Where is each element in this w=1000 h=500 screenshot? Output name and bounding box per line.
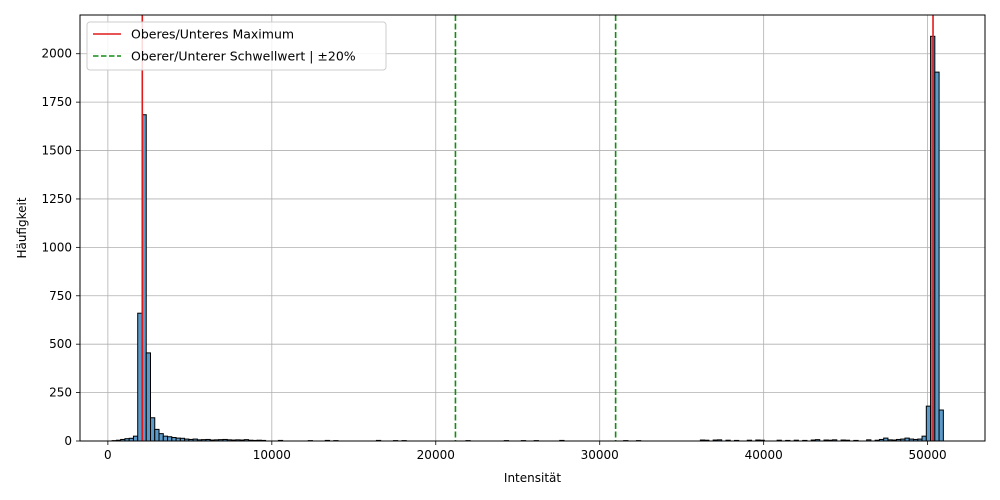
histogram-bar — [158, 433, 164, 442]
x-tick-label: 20000 — [417, 448, 455, 462]
x-tick-label: 0 — [104, 448, 112, 462]
legend-label-threshold: Oberer/Unterer Schwellwert | ±20% — [131, 49, 356, 64]
y-tick-label: 1250 — [41, 192, 72, 206]
y-axis-label: Häufigkeit — [15, 197, 29, 258]
x-tick-label: 30000 — [581, 448, 619, 462]
y-axis-ticks: 0 250 500 750 1000 1250 1500 1750 2000 — [41, 47, 80, 448]
histogram-bar — [149, 417, 156, 442]
histogram-bar — [154, 428, 160, 442]
plot-frame — [79, 14, 986, 442]
x-tick-label: 50000 — [909, 448, 947, 462]
grid-lines — [80, 15, 985, 442]
x-axis-label: Intensität — [504, 471, 561, 485]
plot-area — [80, 15, 985, 441]
histogram-bar — [132, 435, 139, 442]
y-tick-label: 1750 — [41, 95, 72, 109]
histogram-bar — [938, 409, 944, 442]
y-tick-label: 1000 — [41, 240, 72, 254]
legend-frame — [86, 21, 387, 71]
y-tick-label: 250 — [49, 386, 72, 400]
x-tick-label: 40000 — [745, 448, 783, 462]
histogram-bar — [162, 435, 169, 442]
y-tick-label: 500 — [49, 337, 72, 351]
legend-label-maximum: Oberes/Unteres Maximum — [131, 27, 294, 42]
histogram-bar — [925, 405, 932, 442]
x-tick-label: 10000 — [253, 448, 291, 462]
reference-lines — [141, 15, 934, 441]
y-tick-label: 750 — [49, 289, 72, 303]
y-tick-label: 0 — [64, 434, 72, 448]
histogram-bar — [145, 352, 151, 442]
histogram-bar — [934, 71, 940, 442]
histogram-bar — [171, 437, 177, 442]
y-tick-label: 1500 — [41, 144, 72, 158]
legend: Oberes/Unteres Maximum Oberer/Unterer Sc… — [86, 21, 387, 71]
histogram-bar — [137, 312, 143, 442]
y-tick-label: 2000 — [41, 47, 72, 61]
histogram-bar — [921, 435, 927, 442]
histogram-bar — [167, 436, 173, 442]
x-axis-ticks: 0 10000 20000 30000 40000 50000 — [104, 441, 947, 462]
